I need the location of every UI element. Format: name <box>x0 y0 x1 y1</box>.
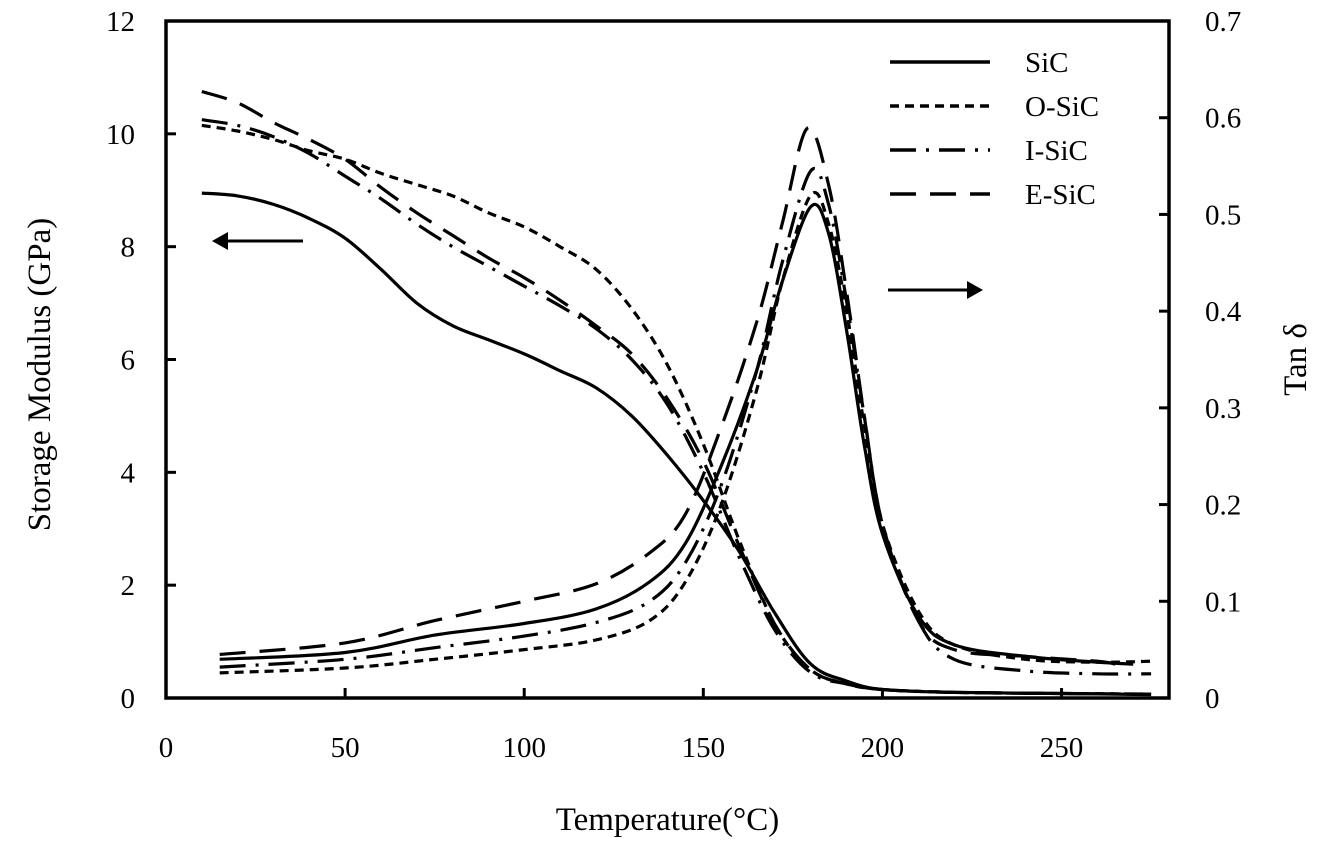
y2-tick-label: 0.2 <box>1205 490 1241 522</box>
y2-tick-label: 0.7 <box>1205 6 1241 38</box>
x-tick-label: 50 <box>331 732 360 764</box>
x-tick-label: 200 <box>861 732 905 764</box>
y2-tick-label: 0.6 <box>1205 103 1241 135</box>
storage-modulus-curve-i-sic <box>201 118 1152 696</box>
legend-item: O-SiC <box>890 91 1099 123</box>
y-tick-label: 2 <box>121 570 136 602</box>
y2-tick-label: 0.4 <box>1205 296 1242 328</box>
y-tick-label: 12 <box>106 6 135 38</box>
legend-item: I-SiC <box>890 135 1088 167</box>
y2-tick-label: 0.1 <box>1205 586 1241 618</box>
left-arrow-icon <box>212 232 303 250</box>
y-tick-label: 8 <box>121 232 136 264</box>
y-tick-label: 10 <box>106 119 135 151</box>
tan-delta-curve-e-sic <box>219 126 1116 666</box>
x-tick-label: 100 <box>502 732 546 764</box>
y2-tick-label: 0 <box>1205 683 1220 715</box>
tan-delta-curve-i-sic <box>219 167 1152 676</box>
y-tick-label: 0 <box>121 683 136 715</box>
series-curves <box>201 89 1152 697</box>
y2-tick-label: 0.5 <box>1205 199 1241 231</box>
legend-item: SiC <box>890 47 1069 79</box>
storage-modulus-curve-e-sic <box>201 89 1152 696</box>
y-axis-right-title: Tan δ <box>1278 323 1314 396</box>
y-tick-label: 4 <box>121 457 136 489</box>
plot-area <box>164 19 1171 700</box>
right-arrow-icon <box>888 281 983 299</box>
x-axis: 0 50 100 150 200 250 <box>159 688 1084 764</box>
legend-label: SiC <box>1025 47 1069 79</box>
x-axis-title: Temperature(°C) <box>556 802 779 838</box>
y2-tick-label: 0.3 <box>1205 393 1241 425</box>
plot-frame <box>164 19 1171 700</box>
tan-delta-curve-o-sic <box>219 191 1152 675</box>
y-tick-label: 6 <box>121 345 136 377</box>
x-tick-label: 250 <box>1040 732 1084 764</box>
legend-label: O-SiC <box>1025 91 1099 123</box>
x-tick-label: 150 <box>682 732 726 764</box>
y-axis-right: 0 0.1 0.2 0.3 0.4 0.5 0.6 0.7 <box>1159 6 1242 715</box>
legend: SiC O-SiC I-SiC E-SiC <box>890 47 1099 211</box>
x-tick-label: 0 <box>159 732 174 764</box>
legend-label: E-SiC <box>1025 179 1096 211</box>
y-axis-left: 0 2 4 6 8 10 12 <box>106 6 176 715</box>
storage-modulus-curve-sic <box>201 191 1152 697</box>
legend-item: E-SiC <box>890 179 1096 211</box>
axis-arrows <box>212 232 983 299</box>
legend-label: I-SiC <box>1025 135 1088 167</box>
y-axis-left-title: Storage Modulus (GPa) <box>22 218 58 531</box>
storage-modulus-curve-o-sic <box>201 123 1152 696</box>
